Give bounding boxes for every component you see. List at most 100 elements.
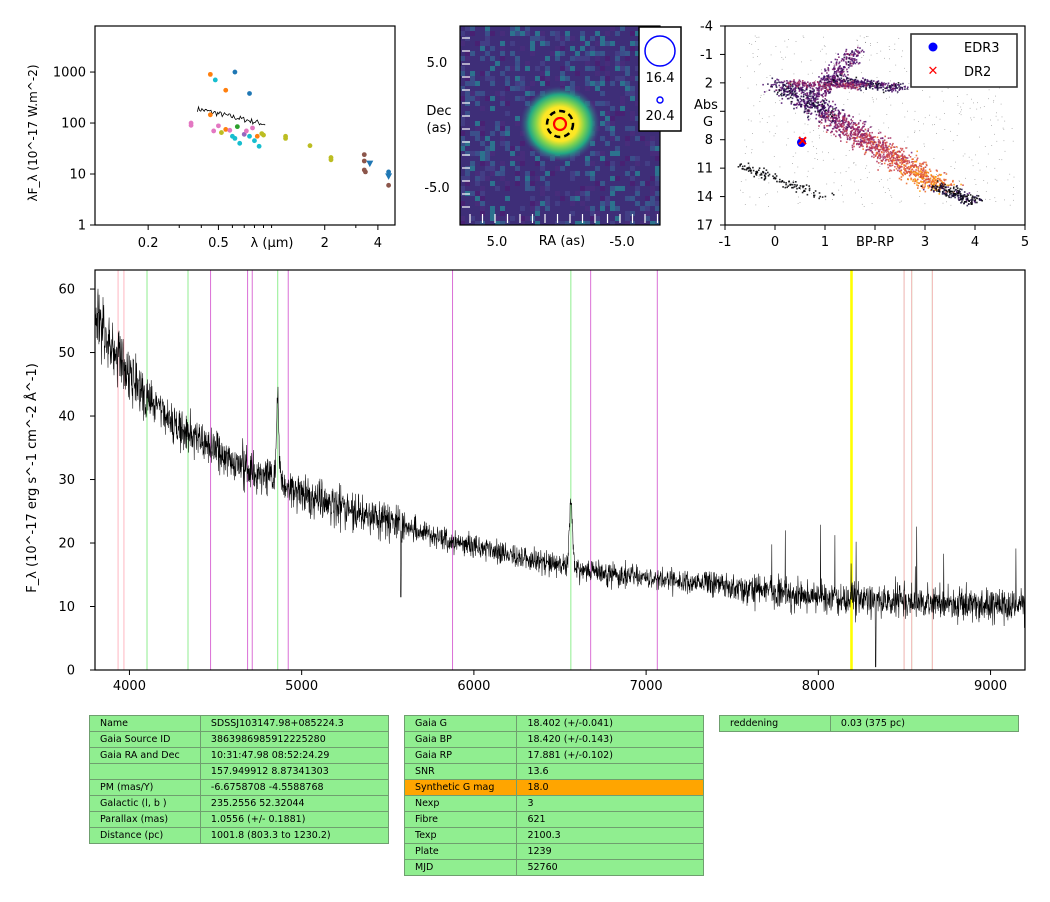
hr-density-cell: [829, 91, 832, 93]
hr-density-cell: [779, 81, 781, 84]
hr-density-cell: [925, 163, 928, 166]
hr-density-cell: [853, 87, 855, 89]
hr-density-cell: [877, 143, 880, 146]
image-pixel: [570, 171, 575, 176]
hr-background-dot: [752, 53, 754, 54]
hr-density-cell: [859, 130, 861, 132]
hr-density-cell: [798, 90, 801, 92]
hr-background-dot: [865, 129, 867, 131]
hr-density-cell: [972, 199, 974, 201]
hr-density-cell: [935, 185, 937, 188]
image-pixel: [510, 161, 515, 166]
hr-density-cell: [797, 82, 799, 85]
hr-density-cell: [974, 196, 976, 198]
hr-density-cell: [875, 83, 877, 85]
image-pixel: [515, 181, 520, 186]
hr-density-cell: [897, 159, 899, 161]
hr-density-cell: [849, 82, 851, 85]
hr-background-dot: [773, 156, 775, 157]
hr-density-cell: [894, 151, 897, 154]
hr-density-cell: [839, 136, 842, 139]
image-pixel: [645, 161, 650, 166]
hr-background-dot: [952, 140, 954, 142]
hr-background-dot: [826, 69, 828, 71]
hr-density-cell: [826, 83, 828, 86]
image-pixel: [460, 46, 465, 51]
hr-density-cell: [918, 171, 920, 173]
hr-density-cell: [868, 146, 871, 148]
hr-density-cell: [866, 145, 868, 147]
image-pixel: [625, 136, 630, 141]
hr-density-cell: [853, 123, 856, 125]
hr-background-dot: [856, 39, 858, 41]
hr-density-cell: [931, 176, 934, 178]
hr-density-cell: [891, 155, 893, 158]
hr-density-cell: [850, 121, 853, 124]
hr-density-cell: [903, 155, 906, 157]
hr-density-cell: [851, 65, 853, 67]
hr-density-cell: [839, 123, 841, 126]
sed-frame: [94, 25, 396, 226]
hr-density-cell: [865, 88, 867, 90]
hr-background-dot: [800, 96, 802, 98]
hr-density-cell: [876, 82, 879, 84]
spectrum-xtick-label: 9000: [974, 679, 1007, 694]
hr-density-cell: [921, 187, 924, 189]
image-pixel: [650, 136, 655, 141]
hr-density-cell: [840, 140, 842, 142]
hr-density-cell: [810, 100, 812, 103]
image-pixel: [515, 31, 520, 36]
hr-density-cell: [799, 97, 802, 100]
hr-density-cell: [858, 126, 860, 128]
hr-density-cell: [839, 133, 841, 136]
hr-density-cell: [860, 140, 862, 142]
hr-density-cell: [910, 166, 912, 168]
hr-density-cell: [842, 128, 845, 130]
hr-background-dot: [789, 97, 791, 99]
hr-density-cell: [783, 90, 785, 92]
image-pixel: [485, 136, 490, 141]
hr-density-cell: [810, 112, 813, 115]
image-pixel: [615, 206, 620, 211]
table-value-cell: 17.881 (+/-0.102): [516, 747, 704, 764]
hr-density-cell: [929, 179, 931, 182]
hr-density-cell: [856, 86, 858, 89]
hr-density-cell: [851, 137, 854, 139]
hr-density-cell: [818, 112, 821, 115]
image-pixel: [575, 71, 580, 76]
image-pixel: [600, 186, 605, 191]
hr-density-cell: [870, 147, 872, 150]
hr-density-cell: [791, 80, 793, 83]
hr-density-cell: [877, 80, 880, 82]
hr-density-cell: [931, 181, 934, 183]
hr-density-cell: [841, 83, 844, 85]
hr-background-dot: [828, 116, 830, 118]
image-pixel: [470, 131, 475, 136]
hr-density-cell: [823, 100, 825, 102]
hr-density-cell: [857, 80, 860, 83]
image-pixel: [525, 186, 530, 191]
image-pixel: [560, 81, 565, 86]
hr-density-cell: [806, 86, 809, 89]
hr-density-cell: [774, 80, 777, 82]
hr-density-cell: [844, 133, 847, 136]
hr-background-dot: [913, 119, 915, 121]
image-pixel: [555, 31, 560, 36]
image-pixel: [595, 136, 600, 141]
image-pixel: [600, 201, 605, 206]
image-pixel: [545, 81, 550, 86]
hr-density-cell: [807, 102, 809, 104]
hr-density-cell: [847, 134, 850, 137]
hr-background-dot: [793, 131, 795, 133]
hr-density-cell: [882, 158, 884, 161]
hr-density-cell: [843, 134, 846, 136]
image-pixel: [645, 181, 650, 186]
hr-density-cell: [893, 169, 895, 171]
hr-density-cell: [878, 140, 881, 142]
hr-density-cell: [838, 79, 841, 81]
hr-density-cell: [933, 190, 935, 193]
hr-density-cell: [839, 79, 842, 82]
hr-density-cell: [874, 146, 876, 149]
hr-density-cell: [920, 172, 922, 175]
hr-density-cell: [834, 114, 837, 117]
